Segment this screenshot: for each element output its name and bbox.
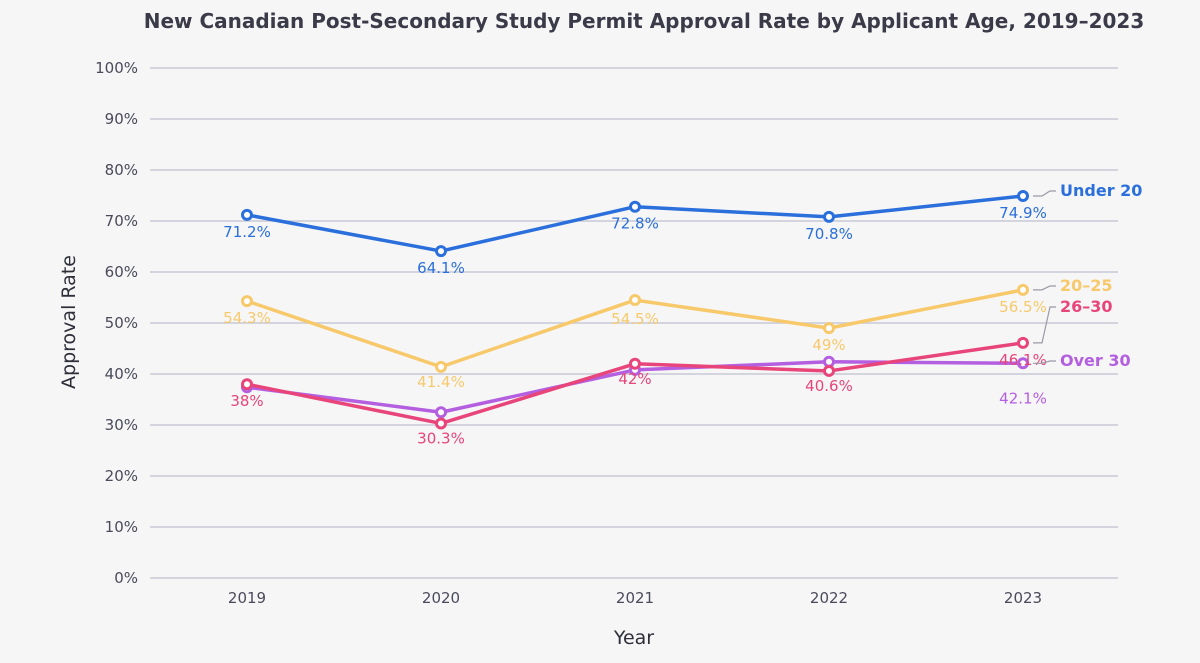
data-point <box>1017 357 1029 370</box>
x-tick-label: 2022 <box>810 589 848 607</box>
data-point <box>435 360 447 373</box>
y-axis-ticks: 0% 10% 20% 30% 40% 50% 60% 70% 80% 90% 100% <box>95 59 138 587</box>
data-point <box>823 364 835 377</box>
legend-label: 20–25 <box>1060 276 1113 295</box>
legend-leader <box>1033 190 1056 197</box>
data-point <box>1017 283 1029 296</box>
data-point <box>1017 336 1029 349</box>
data-label: 54.3% <box>223 309 271 327</box>
data-point <box>241 295 253 308</box>
y-tick-label: 70% <box>105 212 138 230</box>
data-label: 64.1% <box>417 259 465 277</box>
data-point <box>435 417 447 430</box>
series-2 <box>241 336 1029 430</box>
data-label: 74.9% <box>999 204 1047 222</box>
x-axis-ticks: 2019 2020 2021 2022 2023 <box>228 589 1042 607</box>
data-label: 56.5% <box>999 298 1047 316</box>
data-label: 42% <box>618 370 651 388</box>
legend-leader <box>1033 360 1056 364</box>
data-point <box>629 294 641 307</box>
y-tick-label: 50% <box>105 314 138 332</box>
data-label: 38% <box>230 392 263 410</box>
y-tick-label: 60% <box>105 263 138 281</box>
y-tick-label: 10% <box>105 518 138 536</box>
y-axis-label: Approval Rate <box>58 255 80 389</box>
x-tick-label: 2019 <box>228 589 266 607</box>
data-label: 70.8% <box>805 225 853 243</box>
y-tick-label: 80% <box>105 161 138 179</box>
data-point <box>823 355 835 368</box>
series-1 <box>241 283 1029 373</box>
data-point <box>823 210 835 223</box>
data-point <box>435 406 447 419</box>
series-group <box>241 190 1029 430</box>
legend-leader <box>1033 285 1056 291</box>
data-label: 42.1% <box>999 389 1047 407</box>
x-axis-label: Year <box>613 627 654 649</box>
y-tick-label: 20% <box>105 467 138 485</box>
data-label: 71.2% <box>223 223 271 241</box>
data-label: 30.3% <box>417 429 465 447</box>
legend-leader <box>1033 306 1056 344</box>
data-point <box>629 200 641 213</box>
legend-label: Under 20 <box>1060 181 1142 200</box>
data-point <box>435 245 447 258</box>
data-labels: 71.2% 64.1% 72.8% 70.8% 74.9% 54.3% 41.4% 54.5%… <box>223 204 1047 447</box>
data-label: 41.4% <box>417 373 465 391</box>
legend-label: 26–30 <box>1060 297 1113 316</box>
data-point <box>1017 190 1029 203</box>
chart-title: New Canadian Post-Secondary Study Permit… <box>144 9 1145 33</box>
x-tick-label: 2023 <box>1004 589 1042 607</box>
data-label: 49% <box>812 336 845 354</box>
y-tick-label: 30% <box>105 416 138 434</box>
x-tick-label: 2020 <box>422 589 460 607</box>
y-tick-label: 100% <box>95 59 138 77</box>
data-point <box>629 357 641 370</box>
data-label: 72.8% <box>611 215 659 233</box>
data-point <box>241 208 253 221</box>
x-tick-label: 2021 <box>616 589 654 607</box>
data-label: 40.6% <box>805 377 853 395</box>
data-point <box>823 322 835 335</box>
y-tick-label: 0% <box>114 569 138 587</box>
data-label: 54.5% <box>611 310 659 328</box>
data-label: 46.1% <box>999 351 1047 369</box>
y-tick-label: 40% <box>105 365 138 383</box>
y-tick-label: 90% <box>105 110 138 128</box>
series-0 <box>241 190 1029 258</box>
legend-label: Over 30 <box>1060 351 1131 370</box>
data-point <box>241 378 253 391</box>
legend: Under 20 20–25 26–30 Over 30 <box>1033 181 1142 370</box>
